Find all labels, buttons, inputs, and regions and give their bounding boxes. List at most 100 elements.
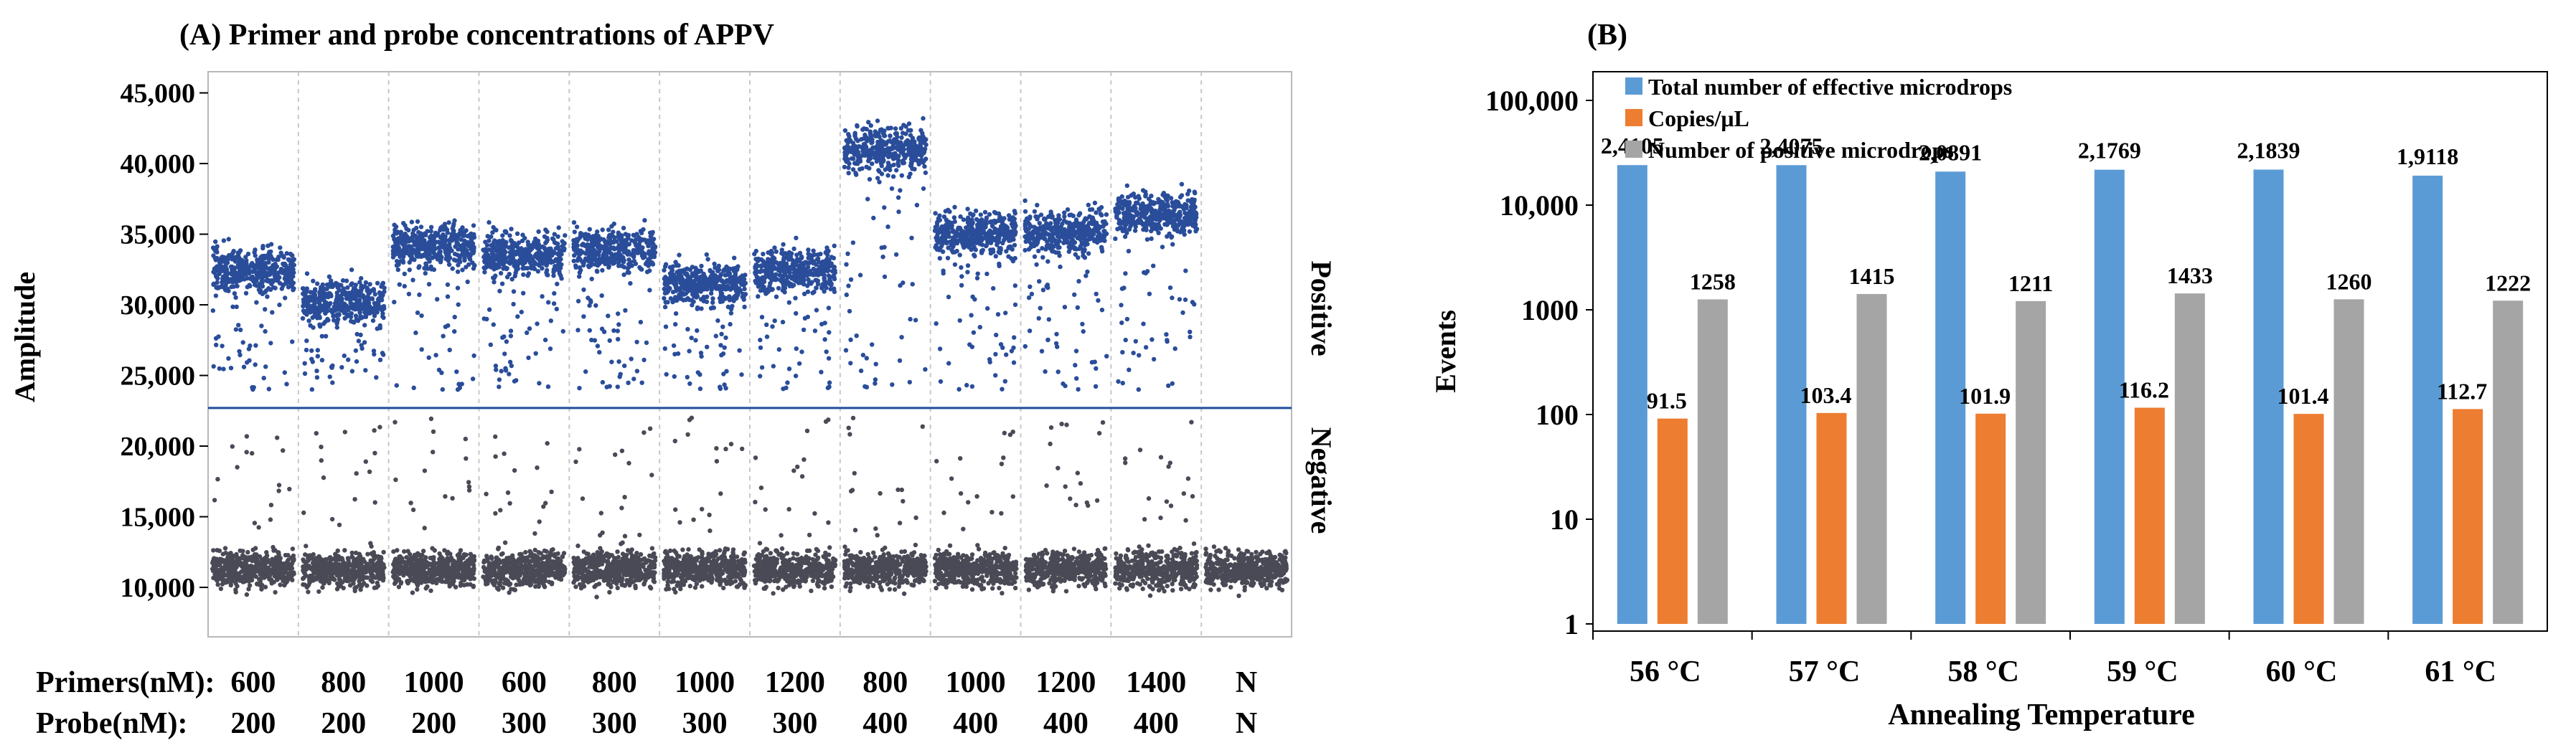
droplet-positive [438, 240, 443, 245]
droplet-negative-rain [212, 498, 217, 503]
droplet-negative [625, 569, 630, 574]
droplet-positive-rain [228, 366, 234, 371]
droplet-positive [445, 230, 450, 235]
droplet-negative [515, 566, 521, 571]
droplet-positive-rain [261, 376, 266, 381]
droplet-positive [380, 282, 385, 287]
droplet-negative-rain [641, 430, 647, 435]
droplet-negative [581, 584, 587, 589]
droplet-positive-rain [380, 351, 385, 356]
droplet-negative [414, 551, 420, 557]
droplet-negative [542, 564, 547, 569]
droplet-negative [341, 585, 346, 591]
droplet-negative [443, 579, 448, 584]
droplet-negative [607, 589, 612, 595]
droplet-negative [580, 577, 586, 582]
droplet-negative [219, 572, 224, 577]
droplet-positive-rain [416, 265, 421, 270]
droplet-negative [536, 566, 542, 571]
droplet-positive [507, 233, 512, 238]
droplet-positive [211, 270, 216, 275]
droplet-positive [520, 232, 525, 237]
droplet-positive-rain [258, 283, 263, 289]
droplet-positive-rain [456, 262, 461, 267]
droplet-negative [575, 563, 580, 568]
droplet-positive [213, 239, 218, 245]
droplet-positive-rain [371, 349, 377, 354]
droplet-positive-rain [365, 301, 370, 306]
droplet-positive-rain [647, 288, 652, 293]
droplet-negative [431, 555, 436, 560]
droplet-negative [730, 550, 735, 555]
droplet-positive [514, 244, 520, 249]
droplet-negative [270, 557, 275, 562]
droplet-negative [430, 546, 435, 551]
droplet-positive-rain [606, 313, 611, 318]
droplet-positive [224, 267, 229, 272]
droplet-positive [451, 228, 456, 234]
droplet-negative [418, 572, 423, 577]
droplet-positive [344, 303, 349, 308]
droplet-positive-rain [253, 343, 258, 348]
droplet-positive [403, 231, 408, 237]
droplet-negative [436, 560, 442, 565]
droplet-positive [281, 261, 286, 267]
droplet-positive [402, 271, 407, 277]
droplet-negative [381, 549, 386, 555]
droplet-positive [323, 319, 328, 324]
droplet-negative [710, 551, 716, 556]
droplet-negative [634, 551, 639, 556]
droplet-positive [641, 252, 647, 257]
droplet-negative [259, 557, 265, 562]
droplet-negative [228, 582, 233, 588]
droplet-negative [556, 576, 562, 581]
droplet-negative-rain [428, 416, 434, 422]
droplet-negative [405, 579, 410, 584]
droplet-positive [626, 232, 631, 238]
droplet-positive-rain [392, 252, 398, 257]
droplet-negative-rain [622, 495, 627, 500]
droplet-negative [496, 545, 502, 551]
droplet-negative [248, 569, 253, 574]
droplet-positive-rain [577, 386, 582, 391]
droplet-positive [312, 293, 317, 298]
droplet-positive [211, 282, 216, 287]
droplet-negative [468, 567, 474, 572]
droplet-positive-rain [609, 359, 614, 364]
droplet-positive [395, 240, 400, 245]
droplet-positive [624, 243, 629, 248]
droplet-positive-rain [511, 289, 517, 294]
droplet-negative [466, 558, 472, 563]
droplet-positive-rain [482, 270, 487, 275]
droplet-positive [611, 252, 616, 258]
droplet-positive-rain [649, 260, 654, 265]
droplet-positive-rain [259, 323, 264, 328]
droplet-negative [290, 557, 296, 562]
droplet-positive-rain [415, 310, 420, 316]
droplet-positive [587, 227, 592, 232]
droplet-positive-rain [626, 380, 631, 385]
droplet-positive [427, 242, 433, 247]
droplet-negative-rain [431, 429, 436, 435]
droplet-negative [410, 590, 415, 595]
droplet-positive-rain [638, 320, 644, 325]
droplet-negative [709, 574, 715, 579]
droplet-negative-rain [507, 501, 512, 506]
droplet-positive-rain [435, 297, 440, 302]
droplet-negative [393, 579, 398, 584]
droplet-negative [448, 572, 453, 577]
droplet-positive [350, 319, 356, 324]
droplet-negative [375, 580, 380, 585]
droplet-negative-rain [342, 430, 347, 435]
droplet-negative [536, 558, 541, 563]
droplet-positive-rain [438, 252, 443, 257]
droplet-negative-rain [512, 468, 517, 473]
droplet-positive [471, 234, 476, 239]
droplet-negative-rain [276, 483, 282, 488]
droplet-positive-rain [484, 258, 489, 263]
droplet-negative [238, 569, 244, 574]
droplet-positive [447, 249, 452, 254]
droplet-positive [652, 250, 658, 255]
droplet-positive-rain [492, 280, 497, 285]
droplet-negative [523, 549, 528, 555]
